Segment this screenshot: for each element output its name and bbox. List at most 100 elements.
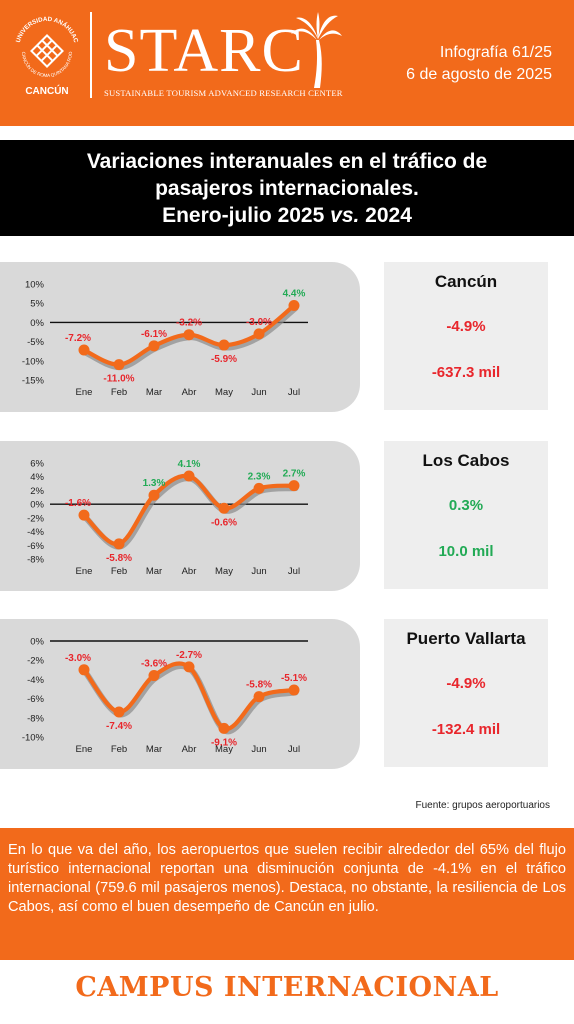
infographic-number: Infografía 61/25 <box>439 44 552 61</box>
x-tick-label: Jun <box>251 744 266 755</box>
x-tick-label: Feb <box>111 744 127 755</box>
data-point <box>183 470 195 482</box>
title-line-1: Variaciones interanuales en el tráfico d… <box>86 150 488 173</box>
x-tick-label: May <box>215 744 233 755</box>
data-point <box>148 670 160 682</box>
x-tick-label: Mar <box>146 566 162 577</box>
y-tick-label: -6% <box>27 541 44 552</box>
data-point <box>113 538 125 550</box>
data-point <box>253 482 265 494</box>
data-label: 4.1% <box>178 459 201 470</box>
stat-city: Cancún <box>434 272 498 291</box>
data-label: -3.0% <box>65 653 91 664</box>
summary-paragraph: En lo que va del año, los aeropuertos qu… <box>0 828 574 960</box>
title-line-3: Enero-julio 2025 vs. 2024 <box>0 202 574 229</box>
data-label: -5.8% <box>246 680 272 691</box>
y-tick-label: -4% <box>27 527 44 538</box>
stat-absolute: -637.3 mil <box>431 364 501 381</box>
data-point <box>148 489 160 501</box>
data-point <box>253 328 265 340</box>
data-label: -9.1% <box>211 737 237 748</box>
data-point <box>148 340 160 352</box>
x-tick-label: Abr <box>182 566 197 577</box>
data-label: 4.4% <box>283 289 306 300</box>
line-chart-los-cabos: 6% 4% 2% 0% -2% -4% -6% -8% Ene Feb Mar Abr May Jun Ju… <box>27 459 308 577</box>
chart-panel-cancun: 10% 5% 0% -5% -10% -15% Ene Feb Mar Abr May Jun Jul -… <box>0 262 360 412</box>
x-tick-label: Jul <box>288 744 300 755</box>
data-label: -3.6% <box>141 659 167 670</box>
data-label: -3.0% <box>246 317 272 328</box>
title-line-3-suffix: 2024 <box>359 204 412 227</box>
x-tick-label: May <box>215 387 233 398</box>
data-label: 2.7% <box>283 469 306 480</box>
title-band: Variaciones interanuales en el tráfico d… <box>0 140 574 236</box>
y-tick-label: 0% <box>30 637 44 648</box>
source-note: Fuente: grupos aeroportuarios <box>415 800 550 811</box>
data-point <box>288 300 300 312</box>
y-tick-label: -5% <box>27 337 44 348</box>
y-tick-label: -2% <box>27 656 44 667</box>
data-point <box>183 661 195 673</box>
y-tick-label: 4% <box>30 472 44 483</box>
chart-panel-los-cabos: 6% 4% 2% 0% -2% -4% -6% -8% Ene Feb Mar Abr May Jun Ju… <box>0 441 360 591</box>
data-point <box>78 344 90 356</box>
data-label: -6.1% <box>141 329 167 340</box>
y-tick-label: 5% <box>30 299 44 310</box>
data-label: 1.3% <box>143 478 166 489</box>
palm-tree-icon <box>291 12 342 88</box>
university-logo: UNIVERSIDAD ANÁHUAC CANCÚN DE ROMA QUINT… <box>10 12 84 98</box>
x-tick-label: Jun <box>251 566 266 577</box>
stat-percent: -4.9% <box>446 675 486 692</box>
header-band: UNIVERSIDAD ANÁHUAC CANCÚN DE ROMA QUINT… <box>0 0 574 126</box>
university-arc-text: UNIVERSIDAD ANÁHUAC <box>15 16 80 44</box>
data-label: 2.3% <box>248 471 271 482</box>
svg-text:UNIVERSIDAD ANÁHUAC: UNIVERSIDAD ANÁHUAC <box>15 16 80 44</box>
x-tick-label: Ene <box>76 744 93 755</box>
x-tick-label: Feb <box>111 566 127 577</box>
header-divider <box>90 12 92 98</box>
x-tick-label: Ene <box>76 566 93 577</box>
data-point <box>113 359 125 371</box>
chart-panel-puerto-vallarta: 0% -2% -4% -6% -8% -10% Ene Feb Mar Abr May Jun Jul -… <box>0 619 360 769</box>
x-tick-label: Abr <box>182 387 197 398</box>
data-point <box>253 691 265 703</box>
x-tick-label: Jul <box>288 387 300 398</box>
data-label: -5.9% <box>211 354 237 365</box>
title-vs: vs. <box>330 204 360 227</box>
stat-city: Puerto Vallarta <box>406 629 526 648</box>
y-tick-label: -6% <box>27 694 44 705</box>
data-point <box>78 664 90 676</box>
data-point <box>78 509 90 521</box>
data-label: -7.2% <box>65 333 91 344</box>
x-tick-label: Ene <box>76 387 93 398</box>
y-tick-label: 0% <box>30 500 44 511</box>
x-tick-label: May <box>215 566 233 577</box>
data-label: -2.7% <box>176 650 202 661</box>
footer-campus: CAMPUS INTERNACIONAL <box>75 972 499 1003</box>
line-chart-puerto-vallarta: 0% -2% -4% -6% -8% -10% Ene Feb Mar Abr May Jun Jul -… <box>22 637 308 755</box>
y-tick-label: -2% <box>27 513 44 524</box>
stat-box-puerto-vallarta: Puerto Vallarta -4.9% -132.4 mil <box>384 619 548 767</box>
university-seal-icon: UNIVERSIDAD ANÁHUAC CANCÚN DE ROMA QUINT… <box>15 16 80 78</box>
data-label: -11.0% <box>103 374 134 385</box>
y-tick-label: -10% <box>22 356 45 367</box>
x-tick-label: Mar <box>146 744 162 755</box>
y-tick-label: -15% <box>22 376 45 387</box>
stat-percent: 0.3% <box>448 497 484 514</box>
starc-wordmark: STARC <box>104 17 304 85</box>
title-line-2: pasajeros internacionales. <box>155 177 419 200</box>
title-line-3-prefix: Enero-julio 2025 <box>162 204 331 227</box>
x-tick-label: Abr <box>182 744 197 755</box>
stat-absolute: -132.4 mil <box>431 721 501 738</box>
data-point <box>288 480 300 492</box>
y-tick-label: 10% <box>25 280 45 291</box>
x-tick-label: Feb <box>111 387 127 398</box>
data-point <box>218 502 230 514</box>
university-city: CANCÚN <box>25 86 69 97</box>
data-label: -1.6% <box>65 498 91 509</box>
stat-absolute: 10.0 mil <box>438 543 494 560</box>
x-tick-label: Mar <box>146 387 162 398</box>
y-tick-label: -8% <box>27 713 44 724</box>
stat-box-cancun: Cancún -4.9% -637.3 mil <box>384 262 548 410</box>
line-chart-cancun: 10% 5% 0% -5% -10% -15% Ene Feb Mar Abr May Jun Jul -… <box>22 280 308 398</box>
